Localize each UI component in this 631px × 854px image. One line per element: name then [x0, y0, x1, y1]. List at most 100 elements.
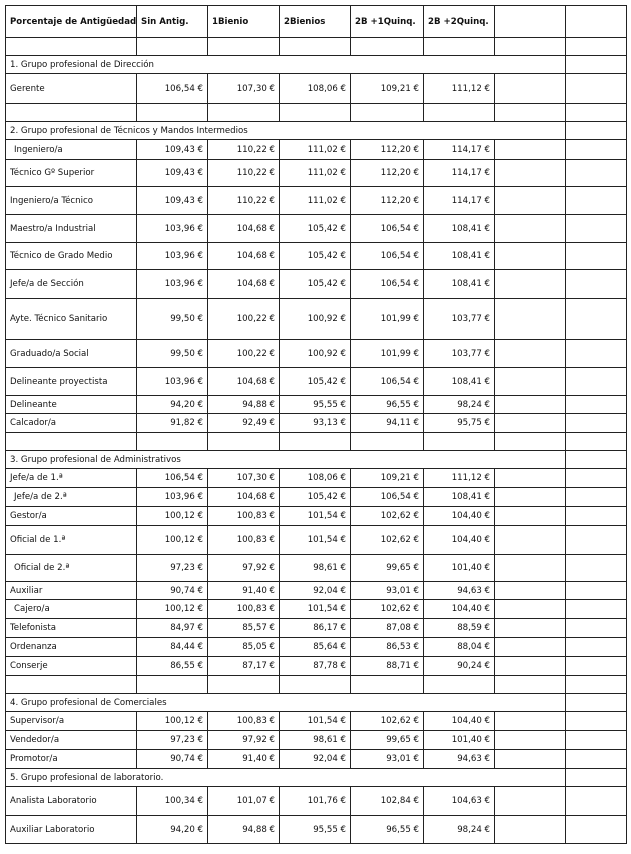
empty-cell [494, 749, 566, 769]
cell: 95,55 € [279, 815, 351, 844]
cell: Delineante [5, 395, 137, 414]
cell: 95,75 € [423, 413, 495, 433]
cell: Gestor/a [5, 506, 137, 526]
empty-cell [494, 506, 566, 526]
cell: 104,68 € [207, 269, 280, 299]
cell: 104,68 € [207, 214, 280, 243]
cell: 101,40 € [423, 730, 495, 750]
cell: Ingeniero/a Técnico [5, 186, 137, 215]
empty-cell [494, 395, 566, 414]
cell: 99,50 € [136, 339, 208, 368]
empty-cell [423, 432, 495, 451]
empty-cell [565, 815, 627, 844]
cell: 100,83 € [207, 599, 280, 619]
empty-cell [279, 37, 351, 56]
cell: 100,22 € [207, 339, 280, 368]
cell: 100,83 € [207, 525, 280, 555]
cell: 101,99 € [350, 339, 424, 368]
empty-cell [565, 55, 627, 74]
cell: 101,54 € [279, 599, 351, 619]
empty-cell [5, 432, 137, 451]
spacer [5, 432, 627, 451]
cell: 93,13 € [279, 413, 351, 433]
cell: 109,21 € [350, 468, 424, 488]
empty-cell [565, 339, 627, 368]
cell: 111,12 € [423, 73, 495, 104]
row: Telefonista 84,97 €85,57 €86,17 €87,08 €8… [5, 618, 627, 638]
cell: Auxiliar Laboratorio [5, 815, 137, 844]
cell: Técnico de Grado Medio [5, 242, 137, 270]
empty-cell [350, 675, 424, 694]
empty-cell [350, 432, 424, 451]
group-title: 1. Grupo profesional de Dirección [5, 55, 627, 74]
cell: 4. Grupo profesional de Comerciales [5, 693, 566, 712]
cell: Ayte. Técnico Sanitario [5, 298, 137, 340]
empty-cell [494, 37, 566, 56]
empty-cell [494, 5, 566, 38]
cell: 92,04 € [279, 581, 351, 600]
row: Ingeniero/a 109,43 €110,22 €111,02 €112,2… [5, 139, 627, 160]
cell: 108,41 € [423, 269, 495, 299]
cell: 111,02 € [279, 159, 351, 187]
cell: 108,41 € [423, 214, 495, 243]
cell: 97,23 € [136, 554, 208, 582]
row: Auxiliar Laboratorio 94,20 €94,88 €95,55 … [5, 815, 627, 844]
cell: 5. Grupo profesional de laboratorio. [5, 768, 566, 787]
cell: 101,07 € [207, 786, 280, 816]
row: Delineante 94,20 €94,88 €95,55 €96,55 €98… [5, 395, 627, 414]
group-title: 4. Grupo profesional de Comerciales [5, 693, 627, 712]
cell: 106,54 € [350, 269, 424, 299]
empty-cell [565, 693, 627, 712]
empty-cell [494, 339, 566, 368]
row: Jefe/a de 2.ª 103,96 €104,68 €105,42 €106… [5, 487, 627, 507]
cell: 104,63 € [423, 786, 495, 816]
empty-cell [565, 599, 627, 619]
cell: 100,92 € [279, 298, 351, 340]
cell: 108,41 € [423, 487, 495, 507]
empty-cell [494, 618, 566, 638]
empty-cell [565, 367, 627, 396]
cell: 94,20 € [136, 395, 208, 414]
cell: 106,54 € [350, 214, 424, 243]
empty-cell [494, 637, 566, 657]
cell: 114,17 € [423, 186, 495, 215]
cell: Jefe/a de Sección [5, 269, 137, 299]
empty-cell [494, 815, 566, 844]
empty-cell [350, 37, 424, 56]
cell: 94,88 € [207, 815, 280, 844]
cell: 102,62 € [350, 711, 424, 731]
empty-cell [494, 103, 566, 122]
cell: 3. Grupo profesional de Administrativos [5, 450, 566, 469]
row: Jefe/a de Sección 103,96 €104,68 €105,42 … [5, 269, 627, 299]
cell: 104,40 € [423, 506, 495, 526]
empty-cell [494, 525, 566, 555]
row: Vendedor/a 97,23 €97,92 €98,61 €99,65 €10… [5, 730, 627, 750]
empty-cell [565, 730, 627, 750]
cell: 102,62 € [350, 525, 424, 555]
empty-cell [494, 73, 566, 104]
cell: 88,59 € [423, 618, 495, 638]
cell: 94,63 € [423, 581, 495, 600]
empty-cell [565, 103, 627, 122]
cell: 111,12 € [423, 468, 495, 488]
empty-cell [207, 103, 280, 122]
empty-cell [5, 37, 137, 56]
cell: 86,17 € [279, 618, 351, 638]
cell: 104,40 € [423, 599, 495, 619]
cell: 94,20 € [136, 815, 208, 844]
cell: Ingeniero/a [5, 139, 137, 160]
empty-cell [494, 487, 566, 507]
cell: 104,68 € [207, 242, 280, 270]
empty-cell [565, 298, 627, 340]
empty-cell [565, 450, 627, 469]
cell: 104,68 € [207, 487, 280, 507]
row: Analista Laboratorio 100,34 €101,07 €101,… [5, 786, 627, 816]
cell: 110,22 € [207, 159, 280, 187]
empty-cell [565, 159, 627, 187]
empty-cell [565, 749, 627, 769]
cell: 100,92 € [279, 339, 351, 368]
row: Gerente 106,54 €107,30 €108,06 €109,21 €1… [5, 73, 627, 104]
cell: 100,12 € [136, 506, 208, 526]
empty-cell [279, 432, 351, 451]
